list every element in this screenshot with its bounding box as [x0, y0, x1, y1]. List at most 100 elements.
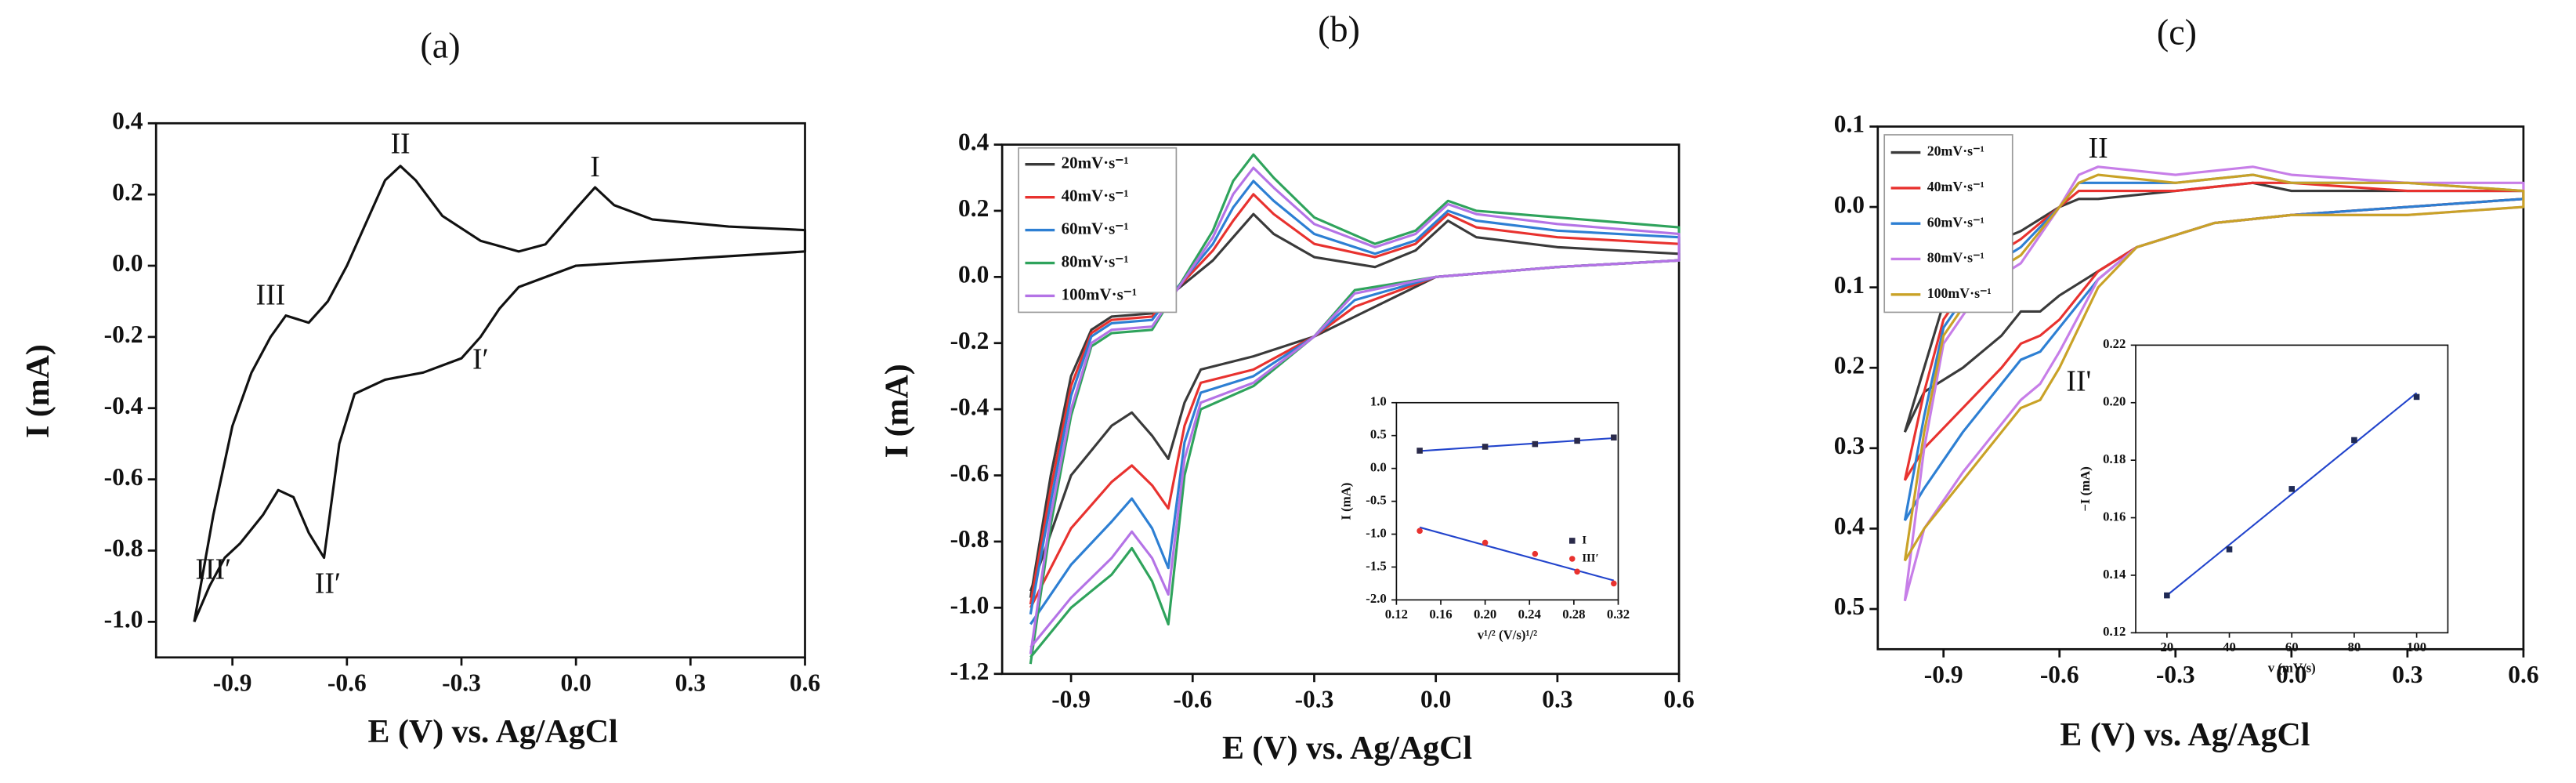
x-tick-label: 60: [2285, 640, 2299, 654]
y-tick-label: -0.4: [104, 392, 143, 419]
panel-title: (b): [1318, 9, 1360, 49]
data-point: [2164, 592, 2170, 599]
y-tick-label: 0.0: [958, 261, 989, 288]
x-tick-label: 100: [2407, 640, 2426, 654]
y-tick-label: -1.0: [104, 606, 143, 633]
y-tick-label: -0.2: [104, 321, 143, 348]
x-tick-label: 0.0: [1420, 686, 1451, 713]
y-axis-label: I (mA): [20, 344, 56, 438]
inset-x-label: v (mV/s): [2268, 660, 2316, 675]
y-tick-label: 0.1: [1834, 111, 1865, 138]
x-tick-label: 0.0: [2276, 661, 2306, 688]
x-tick-label: -0.9: [213, 669, 252, 697]
data-point: [2288, 486, 2296, 492]
data-point: [1416, 527, 1423, 535]
x-tick-label: -0.3: [1295, 686, 1334, 713]
legend-label: 40mV·s⁻¹: [1062, 186, 1129, 205]
cv-curve: [193, 165, 807, 622]
x-tick-label: -0.6: [2040, 661, 2079, 688]
x-axis-label: E (V) vs. Ag/AgCl: [368, 714, 618, 750]
y-tick-label: 0.2: [112, 178, 143, 205]
peak-annotation: II′: [315, 567, 341, 600]
y-tick-label: 0.3: [1834, 432, 1865, 459]
x-tick-label: 0.28: [1562, 607, 1585, 622]
x-tick-label: 0.20: [1474, 607, 1496, 622]
cv-curve: [1029, 179, 1681, 625]
data-point: [2226, 546, 2233, 553]
x-tick-label: -0.6: [1173, 686, 1212, 713]
y-tick-label: 0.12: [2103, 624, 2126, 639]
inset-y-label: I (mA): [1338, 483, 1353, 520]
x-tick-label: 0.3: [675, 669, 706, 697]
legend-label: 20mV·s⁻¹: [1927, 143, 1984, 159]
inset-bg: [1396, 402, 1619, 600]
x-tick-label: 40: [2223, 640, 2236, 654]
y-tick-label: -0.5: [1366, 492, 1387, 507]
x-tick-label: 0.6: [2508, 661, 2538, 688]
y-tick-label: -0.2: [950, 327, 990, 354]
y-tick-label: -0.8: [104, 535, 143, 562]
x-tick-label: 20: [2160, 640, 2173, 654]
x-tick-label: 80: [2348, 640, 2361, 654]
cv-curve: [1903, 173, 2525, 562]
y-tick-label: 0.4: [958, 129, 990, 156]
x-tick-label: -0.3: [2156, 661, 2195, 688]
y-tick-label: 0.4: [1834, 513, 1865, 540]
y-tick-label: 0.0: [1370, 459, 1387, 474]
plot-frame: [1876, 125, 2525, 651]
cv-curve: [1029, 166, 1681, 654]
data-point: [2413, 393, 2420, 401]
peak-annotation: I′: [472, 343, 489, 375]
panel-title: (a): [420, 26, 460, 66]
fit-line: [2166, 392, 2418, 596]
y-tick-label: 1.0: [1370, 394, 1387, 409]
legend-label: 40mV·s⁻¹: [1927, 179, 1984, 194]
x-tick-label: -0.3: [442, 669, 481, 697]
data-point: [1574, 437, 1580, 444]
x-tick-label: -0.9: [1051, 686, 1091, 713]
cv-curve: [1029, 153, 1681, 665]
data-point: [1482, 539, 1489, 546]
y-tick-label: 0.2: [958, 194, 989, 222]
legend-label: I: [1582, 534, 1586, 546]
y-tick-label: 0.5: [1834, 593, 1865, 620]
y-tick-label: -0.4: [950, 393, 990, 420]
legend-marker: [1568, 556, 1576, 562]
y-axis-label: I (mA): [880, 364, 916, 458]
x-axis-label: E (V) vs. Ag/AgCl: [2060, 717, 2310, 753]
plot-frame: [154, 121, 806, 659]
peak-annotation: II: [390, 127, 410, 160]
fit-line: [1420, 437, 1614, 452]
y-tick-label: -1.0: [1366, 525, 1387, 540]
legend-label: 20mV·s⁻¹: [1062, 154, 1129, 172]
y-tick-label: -1.0: [950, 592, 990, 619]
inset-y-label: −I (mA): [2078, 466, 2093, 512]
peak-annotation: II': [2066, 364, 2091, 397]
legend-label: 60mV·s⁻¹: [1062, 219, 1129, 237]
data-point: [1611, 580, 1617, 587]
y-tick-label: 0.0: [1834, 190, 1865, 218]
inset-x-label: v¹/² (V/s)¹/²: [1478, 627, 1537, 642]
legend-label: 100mV·s⁻¹: [1927, 285, 1992, 301]
legend-label: III′: [1582, 552, 1598, 564]
x-tick-label: 0.6: [790, 669, 820, 697]
x-tick-label: 0.3: [2392, 661, 2422, 688]
panel-title: (c): [2157, 13, 2197, 53]
data-point: [1482, 444, 1489, 450]
peak-annotation: III′: [195, 553, 231, 585]
y-tick-label: 0.18: [2103, 451, 2126, 466]
peak-annotation: II: [2089, 132, 2108, 165]
y-tick-label: 0.2: [1834, 351, 1865, 379]
y-tick-label: -0.6: [950, 459, 990, 487]
y-tick-label: 0.20: [2103, 394, 2126, 409]
y-tick-label: 0.1: [1834, 271, 1865, 299]
y-tick-label: -0.8: [950, 525, 990, 553]
y-tick-label: -0.6: [104, 463, 143, 491]
x-tick-label: 0.3: [1542, 686, 1572, 713]
x-tick-label: 0.24: [1518, 607, 1542, 622]
x-tick-label: 0.32: [1607, 607, 1630, 622]
x-axis-label: E (V) vs. Ag/AgCl: [1222, 730, 1472, 767]
x-tick-label: 0.12: [1385, 607, 1408, 622]
